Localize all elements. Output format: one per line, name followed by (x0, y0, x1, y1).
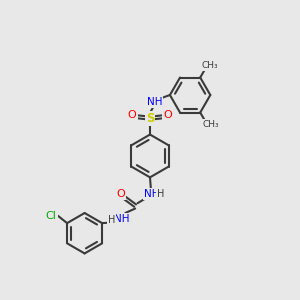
Text: O: O (164, 110, 172, 120)
Text: O: O (116, 189, 125, 199)
Text: S: S (146, 112, 154, 125)
Text: Cl: Cl (46, 211, 57, 221)
Text: NH: NH (147, 97, 162, 107)
Text: CH₃: CH₃ (201, 61, 218, 70)
Text: H: H (157, 189, 165, 199)
Text: H: H (108, 214, 115, 224)
Text: O: O (128, 110, 136, 120)
Text: CH₃: CH₃ (202, 120, 219, 129)
Text: NH: NH (144, 189, 160, 199)
Text: NH: NH (114, 214, 129, 224)
